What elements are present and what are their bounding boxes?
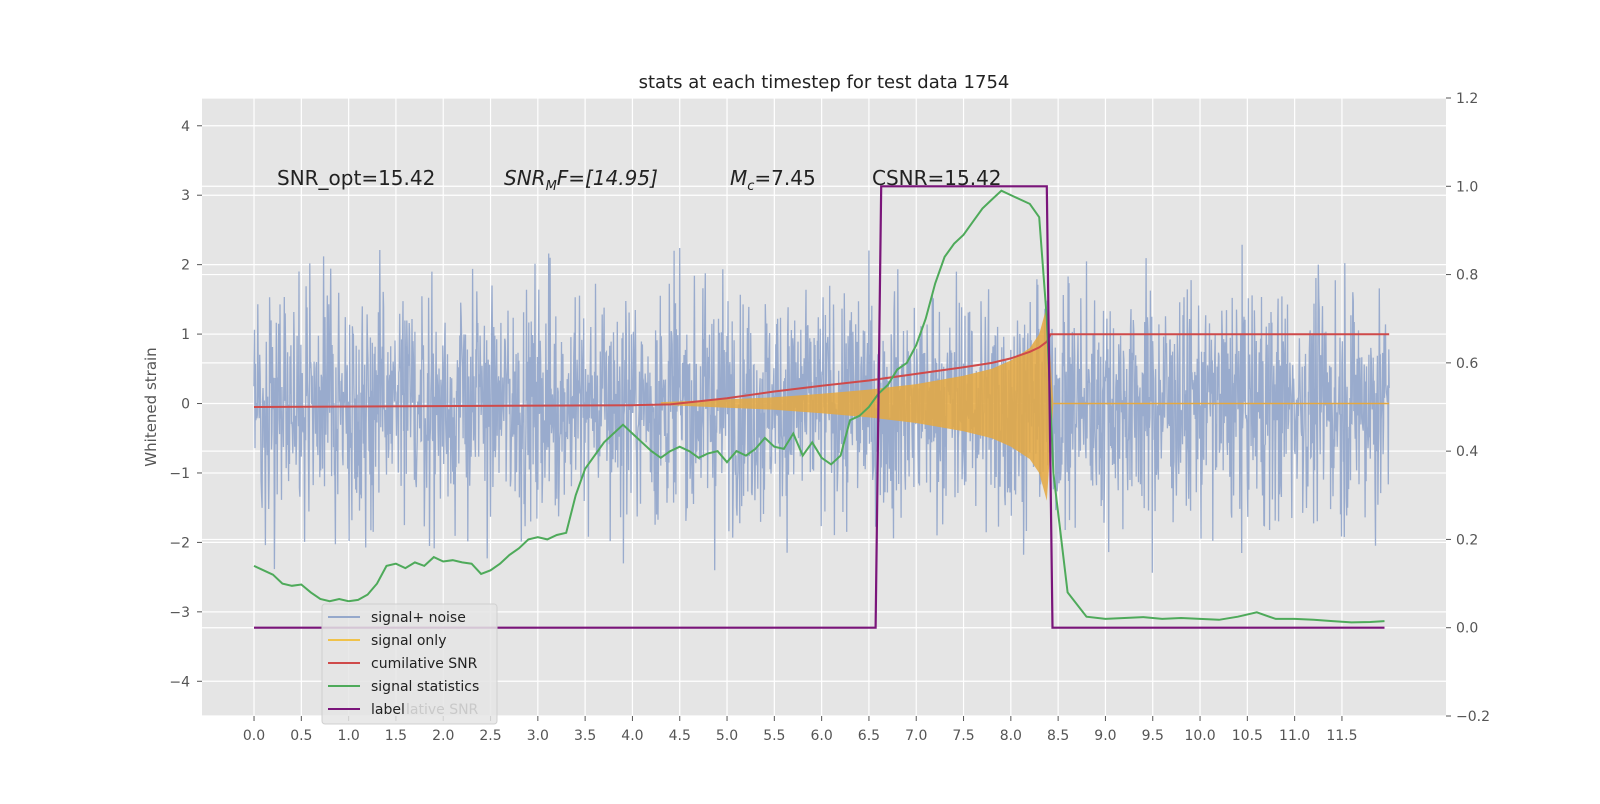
legend-label: signal only bbox=[371, 633, 446, 649]
series-label bbox=[254, 185, 1385, 629]
annotation-snr-mf-rest: F=[14.95] bbox=[557, 166, 658, 190]
x-tick-label: 2.5 bbox=[479, 728, 501, 744]
x-tick-label: 5.0 bbox=[716, 728, 738, 744]
plot-content bbox=[253, 185, 1390, 629]
legend-ghost-text: lative SNR bbox=[406, 702, 479, 718]
y2-tick-label: 0.6 bbox=[1456, 356, 1478, 372]
x-tick-label: 9.5 bbox=[1142, 728, 1164, 744]
x-tick-label: 1.0 bbox=[337, 728, 359, 744]
x-tick-label: 8.0 bbox=[1000, 728, 1022, 744]
x-tick-label: 11.0 bbox=[1279, 728, 1310, 744]
y2-tick-label: 1.2 bbox=[1456, 91, 1478, 107]
chart-title: stats at each timestep for test data 175… bbox=[639, 72, 1010, 93]
x-tick-label: 3.0 bbox=[527, 728, 549, 744]
annotation-mc-main: M bbox=[730, 166, 747, 190]
x-tick-label: 2.0 bbox=[432, 728, 454, 744]
x-tick-label: 10.5 bbox=[1232, 728, 1263, 744]
y-axis-label: Whitened strain bbox=[142, 347, 160, 466]
x-tick-label: 4.5 bbox=[669, 728, 691, 744]
legend-box bbox=[321, 603, 498, 725]
x-tick-label: 4.0 bbox=[621, 728, 643, 744]
grid-lines bbox=[202, 97, 1446, 717]
y-tick-label: 0 bbox=[181, 397, 190, 413]
y-tick-label: −4 bbox=[169, 674, 190, 690]
legend-label: cumilative SNR bbox=[371, 656, 478, 672]
y-tick-label: −2 bbox=[169, 535, 190, 551]
axes: 0.0 0.5 1.0 1.5 2.0 2.5 3.0 3.5 4.0 4.5 5.0 5.5 6.0 6… bbox=[169, 91, 1490, 744]
y2-tick-label: 0.2 bbox=[1456, 532, 1478, 548]
annotations: SNR_opt=15.42 SNRMF=[14.95] Mc=7.45 CSNR… bbox=[277, 166, 1002, 194]
x-tick-label: 6.0 bbox=[811, 728, 833, 744]
legend: lative SNR signal+ noise signal only cumil… bbox=[321, 603, 498, 725]
y2-tick-label: 1.0 bbox=[1456, 179, 1478, 195]
y-tick-label: 4 bbox=[181, 119, 190, 135]
x-tick-label: 1.5 bbox=[385, 728, 407, 744]
annotation-mc-sub: c bbox=[747, 179, 754, 194]
x-tick-label: 7.5 bbox=[952, 728, 974, 744]
annotation-snr-mf-main: SNR bbox=[504, 166, 546, 190]
x-tick-label: 7.0 bbox=[905, 728, 927, 744]
y2-tick-label: 0.8 bbox=[1456, 268, 1478, 284]
annotation-snr-mf: SNRMF=[14.95] bbox=[504, 166, 658, 194]
legend-entries: signal+ noise signal only cumilative SNR si… bbox=[328, 610, 479, 718]
y2-tick-label: 0.0 bbox=[1456, 621, 1478, 637]
legend-label: label bbox=[371, 702, 405, 718]
signal-statistics-line bbox=[253, 189, 1385, 624]
annotation-mc: Mc=7.45 bbox=[730, 166, 816, 194]
series-signal-noise bbox=[253, 244, 1390, 573]
x-tick-label: 10.0 bbox=[1184, 728, 1215, 744]
x-tick-label: 0.5 bbox=[290, 728, 312, 744]
x-tick-label: 3.5 bbox=[574, 728, 596, 744]
series-signal-statistics bbox=[253, 189, 1385, 624]
annotation-csnr: CSNR=15.42 bbox=[872, 166, 1002, 190]
x-tick-label: 11.5 bbox=[1326, 728, 1357, 744]
y2-tick-label: 0.4 bbox=[1456, 444, 1478, 460]
y-tick-label: −1 bbox=[169, 466, 190, 482]
x-tick-label: 6.5 bbox=[858, 728, 880, 744]
annotation-snr-opt: SNR_opt=15.42 bbox=[277, 166, 435, 190]
annotation-snr-mf-sub: M bbox=[546, 179, 557, 194]
signal-only-area bbox=[660, 306, 1054, 501]
x-tick-label: 9.0 bbox=[1094, 728, 1116, 744]
y2-tick-label: −0.2 bbox=[1456, 709, 1490, 725]
legend-label: signal+ noise bbox=[371, 610, 466, 626]
y-tick-label: 3 bbox=[181, 188, 190, 204]
y-tick-label: 2 bbox=[181, 258, 190, 274]
x-tick-label: 5.5 bbox=[763, 728, 785, 744]
y-tick-label: 1 bbox=[181, 327, 190, 343]
label-line bbox=[254, 185, 1385, 629]
series-signal-only bbox=[660, 306, 1390, 501]
legend-label: signal statistics bbox=[371, 679, 479, 695]
y-tick-label: −3 bbox=[169, 605, 190, 621]
series-cumulative-snr bbox=[253, 333, 1390, 408]
signal-noise-line bbox=[253, 244, 1390, 573]
x-tick-label: 0.0 bbox=[243, 728, 265, 744]
annotation-mc-rest: =7.45 bbox=[754, 166, 815, 190]
x-tick-label: 8.5 bbox=[1047, 728, 1069, 744]
cumulative-snr-line bbox=[253, 333, 1390, 408]
